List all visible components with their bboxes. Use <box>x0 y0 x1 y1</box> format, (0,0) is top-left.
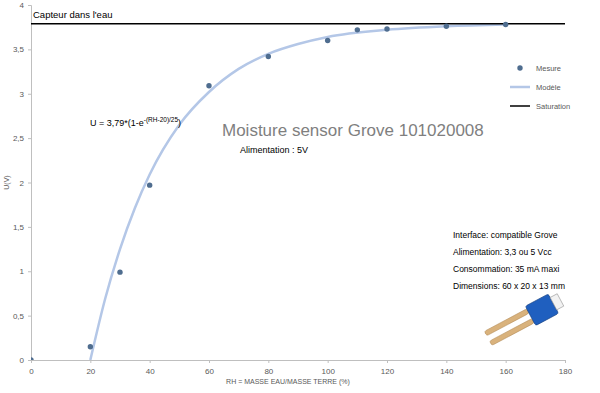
data-point <box>266 54 271 59</box>
x-axis: 0 20 40 60 80 100 120 140 160 180 <box>29 360 572 376</box>
formula-end: ) <box>178 118 181 128</box>
tick-label: 120 <box>381 367 395 376</box>
tick: 0,5 <box>13 312 31 321</box>
tick-mark <box>506 360 507 363</box>
tick-mark <box>28 49 31 50</box>
annotation: Alimentation: 3,3 ou 5 Vcc <box>453 247 553 257</box>
tick: 0 <box>20 356 31 365</box>
tick-label: 2,5 <box>13 134 25 143</box>
tick: 2,5 <box>13 134 31 143</box>
tick-label: 40 <box>146 367 155 376</box>
series-line <box>90 25 505 360</box>
tick-mark <box>28 360 31 361</box>
sensor-connector <box>550 294 564 310</box>
tick: 1 <box>20 267 31 276</box>
tick-mark <box>387 360 388 363</box>
sensor-picture <box>483 290 566 348</box>
legend-symbol <box>517 65 522 70</box>
tick-mark <box>446 360 447 363</box>
tick: 3 <box>20 90 31 99</box>
tick-mark <box>150 360 151 363</box>
x-axis-title: RH = MASSE EAU/MASSE TERRE (%) <box>226 378 350 386</box>
tick: 20 <box>86 360 95 376</box>
tick: 80 <box>264 360 273 376</box>
sensor-prong <box>489 319 534 346</box>
tick: 160 <box>499 360 513 376</box>
legend-symbol <box>510 86 530 89</box>
chart: 0 20 40 60 80 100 120 140 160 180 0 0,5 1 1,5 2 2,5 3 3,5… <box>0 0 600 393</box>
tick-mark <box>28 316 31 317</box>
data-point <box>117 269 122 274</box>
formula-base: U = 3,79*(1-e <box>90 118 144 128</box>
legend-symbol <box>510 105 530 107</box>
tick-label: 4 <box>20 1 25 10</box>
data-point <box>444 24 449 29</box>
title: Moisture sensor Grove 101020008 <box>222 121 484 140</box>
formula: U = 3,79*(1-e-(RH-20)/25) <box>90 116 181 128</box>
axis-line <box>32 361 566 364</box>
annotation: Interface: compatible Grove <box>453 230 558 240</box>
tick-mark <box>268 360 269 363</box>
tick-label: 20 <box>86 367 95 376</box>
tick: 40 <box>146 360 155 376</box>
tick: 100 <box>321 360 335 376</box>
annotation: Consommation: 35 mA maxi <box>453 264 559 274</box>
tick-label: 100 <box>321 367 335 376</box>
tick: 3,5 <box>13 45 31 54</box>
tick-label: 80 <box>264 367 273 376</box>
data-point <box>88 344 93 349</box>
tick: 4 <box>20 1 31 10</box>
tick-mark <box>328 360 329 363</box>
tick: 1,5 <box>13 223 31 232</box>
legend-label: Mesure <box>536 64 561 73</box>
formula-exponent: -(RH-20)/25 <box>144 116 179 124</box>
tick: 2 <box>20 179 31 188</box>
data-point <box>355 27 360 32</box>
tick: 0 <box>29 360 34 376</box>
data-point <box>206 83 211 88</box>
data-point <box>147 182 152 187</box>
tick-label: 1 <box>20 267 25 276</box>
annotation: Capteur dans l'eau <box>33 9 112 20</box>
tick: 120 <box>381 360 395 376</box>
tick-label: 1,5 <box>13 223 25 232</box>
y-axis: 0 0,5 1 1,5 2 2,5 3 3,5 4 <box>13 1 32 365</box>
plot-area <box>31 22 565 360</box>
tick-mark <box>28 94 31 95</box>
annotation: Dimensions: 60 x 20 x 13 mm <box>453 281 565 291</box>
tick: 140 <box>440 360 454 376</box>
data-point <box>31 357 34 360</box>
tick-mark <box>28 138 31 139</box>
legend-label: Modèle <box>536 83 561 92</box>
tick: 60 <box>205 360 214 376</box>
annotation: Alimentation : 5V <box>240 145 308 155</box>
tick: 180 <box>559 360 573 376</box>
tick-label: 2 <box>20 179 25 188</box>
tick-mark <box>90 360 91 363</box>
data-point <box>325 38 330 43</box>
series-line <box>31 23 565 25</box>
tick-label: 0,5 <box>13 312 25 321</box>
tick-mark <box>565 360 566 363</box>
legend-label: Saturation <box>536 102 570 111</box>
y-axis-title: U(V) <box>3 175 11 189</box>
data-point <box>384 26 389 31</box>
axis-line <box>28 6 32 361</box>
tick-label: 0 <box>20 356 25 365</box>
tick-label: 60 <box>205 367 214 376</box>
tick-mark <box>28 227 31 228</box>
tick-mark <box>28 183 31 184</box>
data-point <box>503 22 508 27</box>
tick-label: 3,5 <box>13 45 25 54</box>
tick-label: 180 <box>559 367 573 376</box>
tick-mark <box>28 5 31 6</box>
tick-label: 140 <box>440 367 454 376</box>
tick-mark <box>209 360 210 363</box>
legend: Mesure Modèle Saturation <box>510 64 570 111</box>
tick-label: 3 <box>20 90 25 99</box>
tick-mark <box>28 271 31 272</box>
tick-label: 0 <box>29 367 34 376</box>
tick-label: 160 <box>499 367 513 376</box>
